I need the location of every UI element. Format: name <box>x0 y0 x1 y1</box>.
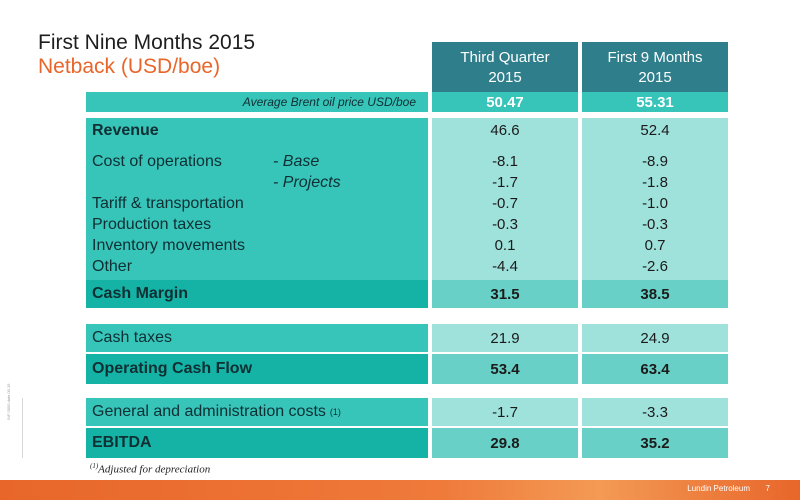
side-divider <box>22 398 23 458</box>
gna-label-cell: General and administration costs (1) <box>86 398 428 426</box>
column-header-9m-line2: 2015 <box>638 69 672 86</box>
other-q3: -4.4 <box>492 258 518 275</box>
operating-cash-flow-9m: 63.4 <box>582 354 728 384</box>
cash-taxes-q3: 21.9 <box>432 324 578 352</box>
brent-value-q3: 50.47 <box>432 92 578 112</box>
cash-margin-9m: 38.5 <box>582 280 728 308</box>
cost-projects-9m: -1.8 <box>642 174 668 191</box>
column-header-9m: First 9 Months 2015 <box>582 42 728 96</box>
revenue-value-q3: 46.6 <box>490 122 520 139</box>
ebitda-q3: 29.8 <box>432 428 578 458</box>
tariff-q3: -0.7 <box>492 195 518 212</box>
page-number: 7 <box>765 484 770 493</box>
column-header-q3-line2: 2015 <box>488 69 522 86</box>
gna-superscript: (1) <box>329 407 341 417</box>
ebitda-label: EBITDA <box>86 428 428 458</box>
gna-q3: -1.7 <box>432 398 578 426</box>
cash-taxes-9m: 24.9 <box>582 324 728 352</box>
gna-9m: -3.3 <box>582 398 728 426</box>
cost-of-operations-label: Cost of operations <box>92 153 222 170</box>
details-q3-block <box>432 118 578 280</box>
page-subtitle: Netback (USD/boe) <box>38 55 221 78</box>
inventory-9m: 0.7 <box>644 237 666 254</box>
other-9m: -2.6 <box>642 258 668 275</box>
column-header-q3: Third Quarter 2015 <box>432 42 578 96</box>
details-9m-block <box>582 118 728 280</box>
production-taxes-label: Production taxes <box>92 216 212 233</box>
ebitda-9m: 35.2 <box>582 428 728 458</box>
brent-label: Average Brent oil price USD/boe <box>86 92 428 112</box>
cost-base-q3: -8.1 <box>492 153 518 170</box>
footnote-text: Adjusted for depreciation <box>98 463 211 476</box>
footer-bar <box>0 480 800 500</box>
inventory-q3: 0.1 <box>494 237 516 254</box>
cash-margin-label: Cash Margin <box>86 280 428 308</box>
side-document-code: INF 0000 date 00.15 <box>6 383 11 420</box>
cost-projects-q3: -1.7 <box>492 174 518 191</box>
tariff-9m: -1.0 <box>642 195 668 212</box>
footnote: (1)Adjusted for depreciation <box>90 462 210 476</box>
cost-base-9m: -8.9 <box>642 153 668 170</box>
operating-cash-flow-q3: 53.4 <box>432 354 578 384</box>
cost-base-label: - Base <box>273 153 320 170</box>
details-label-block <box>86 118 428 280</box>
footer-brand: Lundin Petroleum <box>687 484 750 493</box>
operating-cash-flow-label: Operating Cash Flow <box>86 354 428 384</box>
gna-label: General and administration costs <box>92 403 326 420</box>
page-title: First Nine Months 2015 <box>38 31 256 54</box>
brent-value-9m: 55.31 <box>582 92 728 112</box>
revenue-value-9m: 52.4 <box>640 122 670 139</box>
production-taxes-q3: -0.3 <box>492 216 518 233</box>
column-header-9m-line1: First 9 Months <box>607 49 703 66</box>
cost-projects-label: - Projects <box>273 174 341 191</box>
revenue-label: Revenue <box>92 122 159 139</box>
cash-margin-q3: 31.5 <box>432 280 578 308</box>
column-header-q3-line1: Third Quarter <box>460 49 550 66</box>
cash-taxes-label: Cash taxes <box>86 324 428 352</box>
inventory-movements-label: Inventory movements <box>92 237 245 254</box>
production-taxes-9m: -0.3 <box>642 216 668 233</box>
footnote-marker: (1) <box>90 462 99 470</box>
other-label: Other <box>92 258 133 275</box>
tariff-label: Tariff & transportation <box>92 195 244 212</box>
